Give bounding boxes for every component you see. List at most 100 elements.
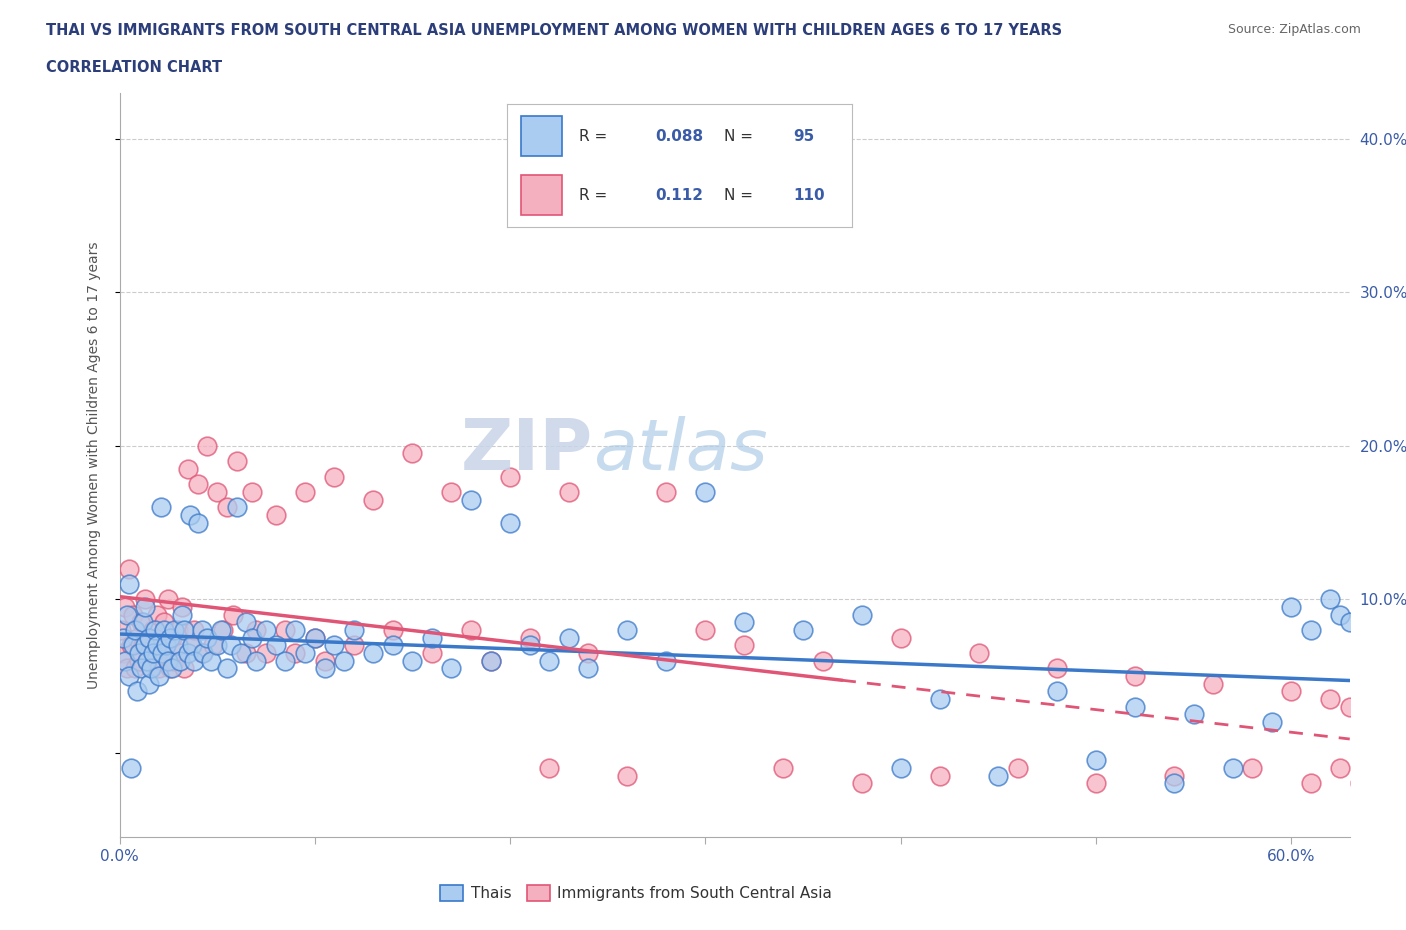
Point [1279, 600, 1302, 615]
Point [117, 661, 139, 676]
Point [179, 508, 201, 523]
Point [1348, 776, 1371, 790]
Point [343, 638, 366, 653]
Text: THAI VS IMMIGRANTS FROM SOUTH CENTRAL ASIA UNEMPLOYMENT AMONG WOMEN WITH CHILDRE: THAI VS IMMIGRANTS FROM SOUTH CENTRAL AS… [46, 23, 1063, 38]
Point [440, 485, 463, 499]
Point [118, 577, 141, 591]
Point [1163, 776, 1185, 790]
Point [420, 645, 443, 660]
Point [173, 622, 195, 637]
Point [148, 669, 170, 684]
Text: ZIP: ZIP [461, 416, 593, 485]
Point [519, 638, 541, 653]
Point [254, 622, 277, 637]
Point [1398, 723, 1406, 737]
Point [170, 600, 193, 615]
Point [890, 761, 912, 776]
Point [120, 638, 142, 653]
Point [139, 661, 162, 676]
Point [460, 622, 482, 637]
Point [173, 661, 195, 676]
Point [733, 638, 755, 653]
Point [190, 622, 212, 637]
Point [183, 653, 205, 668]
Point [215, 499, 238, 514]
Point [149, 631, 172, 645]
Point [499, 515, 522, 530]
Point [363, 492, 385, 507]
Point [851, 776, 873, 790]
Legend: Thais, Immigrants from South Central Asia: Thais, Immigrants from South Central Asi… [434, 879, 838, 908]
Point [254, 645, 277, 660]
Point [138, 631, 160, 645]
Point [1163, 768, 1185, 783]
Point [381, 622, 404, 637]
Point [928, 768, 950, 783]
Point [1339, 615, 1361, 630]
Point [695, 622, 717, 637]
Point [127, 631, 149, 645]
Point [142, 645, 165, 660]
Point [143, 622, 166, 637]
Point [157, 653, 180, 668]
Point [928, 692, 950, 707]
Point [655, 653, 678, 668]
Point [499, 469, 522, 484]
Point [314, 653, 336, 668]
Point [420, 631, 443, 645]
Point [240, 631, 263, 645]
Point [1241, 761, 1264, 776]
Point [145, 607, 167, 622]
Point [274, 622, 297, 637]
Point [1329, 761, 1351, 776]
Point [132, 638, 155, 653]
Point [1339, 699, 1361, 714]
Point [177, 645, 200, 660]
Point [538, 653, 561, 668]
Point [124, 622, 146, 637]
Point [1084, 753, 1107, 768]
Point [195, 438, 219, 453]
Point [1222, 761, 1244, 776]
Point [122, 638, 145, 653]
Point [219, 638, 242, 653]
Point [323, 638, 346, 653]
Point [440, 661, 463, 676]
Point [153, 615, 176, 630]
Point [167, 638, 190, 653]
Point [655, 485, 678, 499]
Point [129, 661, 152, 676]
Point [1319, 692, 1341, 707]
Point [1007, 761, 1029, 776]
Text: Source: ZipAtlas.com: Source: ZipAtlas.com [1227, 23, 1361, 36]
Point [343, 622, 366, 637]
Point [1182, 707, 1205, 722]
Point [222, 607, 245, 622]
Point [479, 653, 502, 668]
Point [1388, 761, 1406, 776]
Point [363, 645, 385, 660]
Point [616, 622, 638, 637]
Point [142, 622, 165, 637]
Point [1358, 707, 1381, 722]
Point [479, 653, 502, 668]
Point [304, 631, 326, 645]
Point [200, 653, 222, 668]
Point [245, 653, 267, 668]
Point [118, 669, 141, 684]
Point [229, 645, 252, 660]
Point [117, 607, 139, 622]
Point [294, 485, 316, 499]
Point [557, 485, 579, 499]
Point [155, 638, 177, 653]
Point [187, 515, 209, 530]
Point [215, 661, 238, 676]
Point [1299, 776, 1322, 790]
Point [851, 607, 873, 622]
Point [159, 661, 181, 676]
Point [519, 631, 541, 645]
Point [157, 591, 180, 606]
Point [193, 645, 215, 660]
Point [333, 653, 356, 668]
Point [124, 661, 146, 676]
